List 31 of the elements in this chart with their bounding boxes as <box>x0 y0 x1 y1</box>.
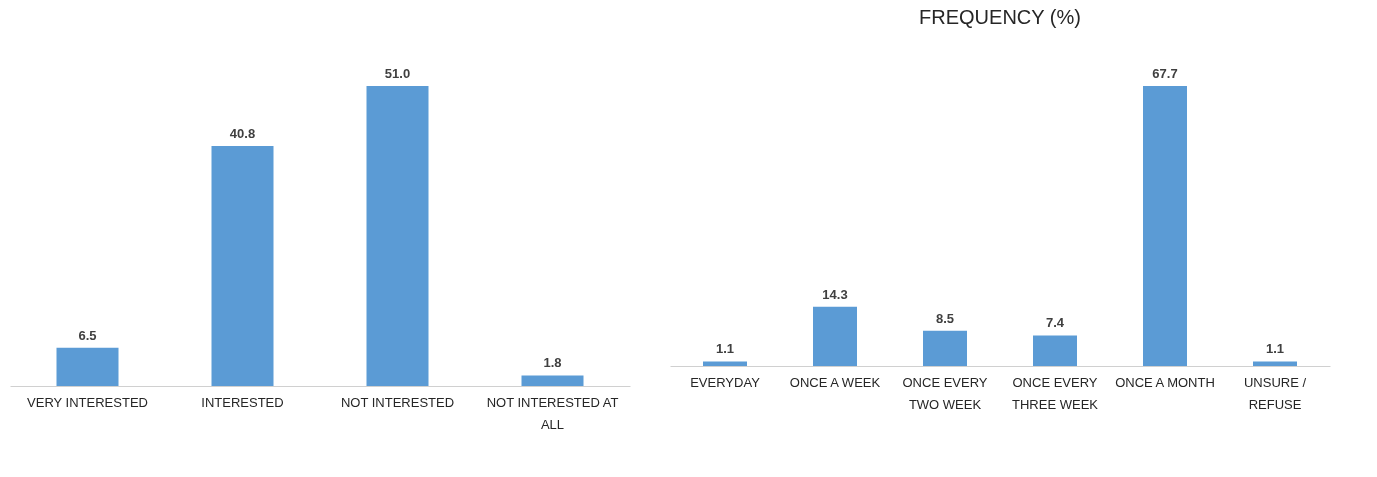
x-tick-label: ONCE EVERY THREE WEEK <box>1012 374 1099 412</box>
x-tick-label: ONCE A WEEK <box>789 374 881 390</box>
x-tick-label: UNSURE / REFUSE <box>1243 374 1307 412</box>
bar <box>813 306 857 366</box>
x-tick-label: EVERYDAY <box>690 374 761 390</box>
bar <box>1033 335 1077 366</box>
data-label: 1.8 <box>543 355 562 371</box>
x-tick-label: VERY INTERESTED <box>27 394 148 410</box>
data-label: 40.8 <box>229 126 256 141</box>
data-label: 1.1 <box>1265 341 1285 357</box>
data-label: 6.5 <box>78 327 97 343</box>
data-label: 8.5 <box>935 310 955 326</box>
x-tick-label: INTERESTED <box>201 394 284 410</box>
data-label: 67.7 <box>1152 66 1178 81</box>
data-label: 51.0 <box>384 66 411 81</box>
bar <box>703 361 747 366</box>
bar <box>1253 361 1297 366</box>
data-label: 14.3 <box>822 286 848 302</box>
x-tick-label: ONCE A MONTH <box>1115 374 1215 390</box>
bar <box>211 146 274 386</box>
data-label: 7.4 <box>1045 315 1065 331</box>
bar <box>366 86 429 386</box>
bar <box>923 330 967 366</box>
x-tick-label: NOT INTERESTED <box>340 394 455 410</box>
bar <box>521 375 584 386</box>
chart-title: FREQUENCY (%) <box>919 6 1081 28</box>
x-tick-label: NOT INTERESTED AT ALL <box>486 394 619 432</box>
bar <box>56 347 119 386</box>
x-tick-label: ONCE EVERY TWO WEEK <box>902 374 988 412</box>
bar <box>1143 86 1187 366</box>
data-label: 1.1 <box>715 341 735 357</box>
